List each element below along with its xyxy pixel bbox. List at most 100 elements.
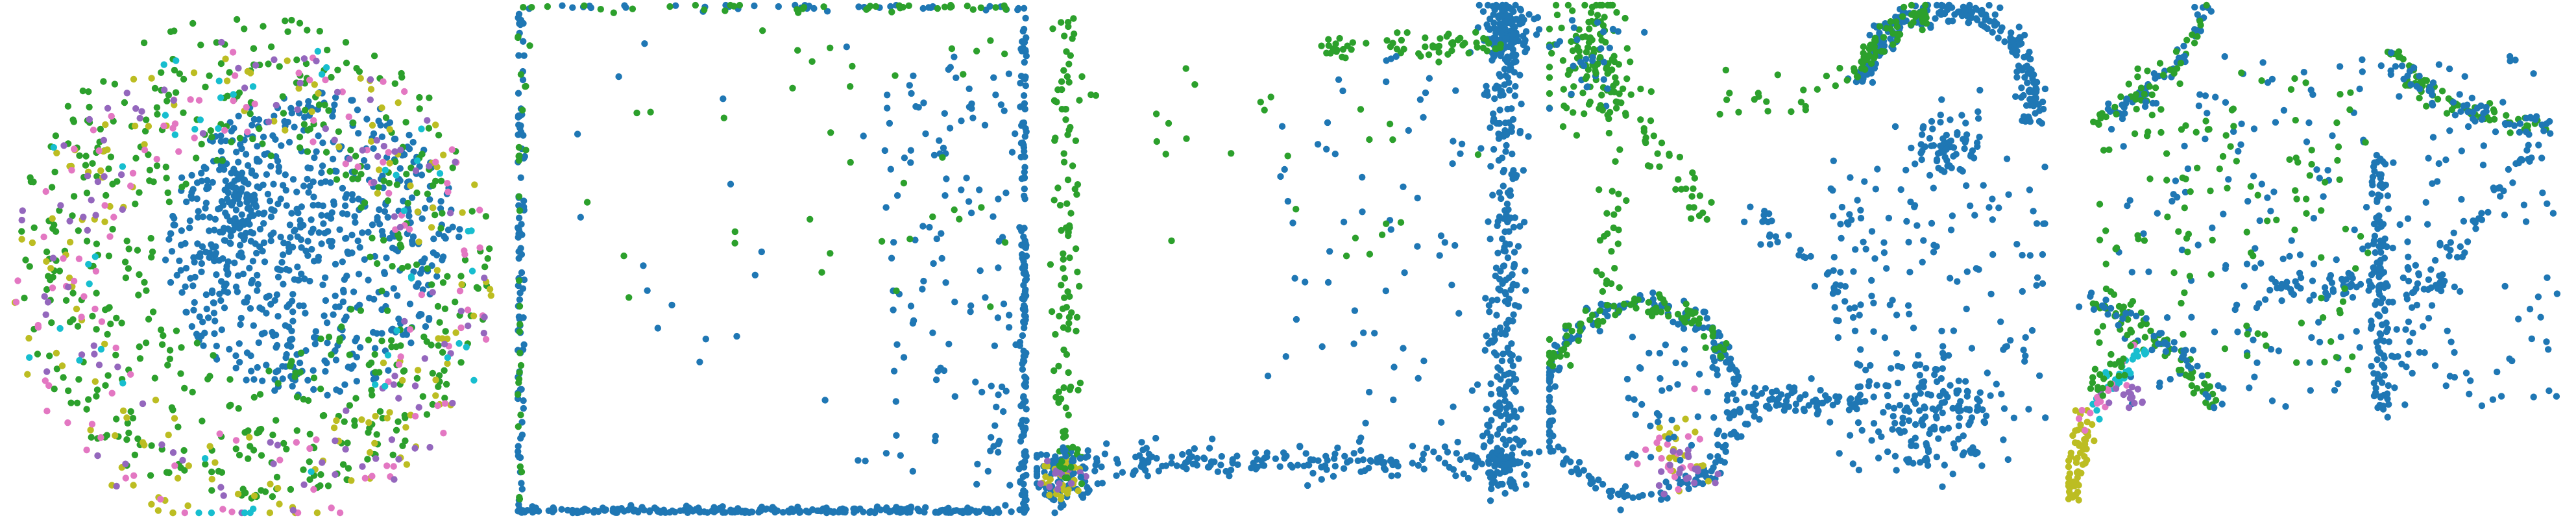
point <box>426 196 433 203</box>
point <box>1622 14 1629 22</box>
point <box>301 114 308 121</box>
point <box>1048 308 1056 315</box>
point <box>969 114 977 121</box>
point <box>1340 218 1348 226</box>
point <box>1067 123 1074 131</box>
point <box>101 173 108 180</box>
point <box>1965 19 1972 27</box>
point <box>189 19 197 27</box>
point <box>202 461 209 468</box>
point <box>367 138 375 145</box>
point <box>1546 90 1553 97</box>
point <box>66 238 74 246</box>
point <box>1500 166 1508 174</box>
point <box>1350 340 1357 347</box>
point <box>820 3 827 10</box>
series-blue <box>1736 375 1877 423</box>
point <box>324 482 332 489</box>
point <box>114 364 121 371</box>
point <box>1289 219 1296 227</box>
point <box>390 285 397 292</box>
point <box>720 114 727 121</box>
point <box>146 177 153 184</box>
point <box>1020 5 1028 12</box>
point <box>84 227 91 234</box>
point <box>1079 491 1087 499</box>
point <box>312 328 319 335</box>
point <box>188 195 196 202</box>
point <box>1051 509 1058 517</box>
point <box>1936 392 1943 400</box>
point <box>1889 413 1897 420</box>
point <box>1022 14 1029 22</box>
point <box>1405 127 1412 134</box>
point <box>1001 50 1008 58</box>
point <box>1937 119 1944 126</box>
point <box>342 235 349 242</box>
point <box>251 101 258 108</box>
point <box>62 297 70 304</box>
point <box>1950 144 1958 151</box>
point <box>1497 92 1504 99</box>
point <box>198 140 205 148</box>
point <box>1786 384 1793 391</box>
point <box>1684 433 1692 440</box>
point <box>1022 313 1029 320</box>
point <box>1899 414 1906 421</box>
point <box>888 8 895 16</box>
point <box>1022 125 1029 132</box>
point <box>136 189 143 196</box>
point <box>518 419 526 426</box>
point <box>198 260 205 267</box>
point <box>1479 8 1487 15</box>
point <box>400 367 408 375</box>
point <box>1502 148 1509 155</box>
point <box>2003 343 2011 350</box>
point <box>1606 108 1614 116</box>
point <box>1042 473 1049 480</box>
point <box>2015 23 2023 31</box>
point <box>345 250 352 257</box>
point <box>188 323 195 330</box>
point <box>1504 344 1511 352</box>
point <box>1574 36 1581 43</box>
point <box>1446 463 1453 471</box>
point <box>187 96 194 103</box>
point <box>244 162 252 169</box>
point <box>80 214 87 221</box>
point <box>2030 208 2037 215</box>
point <box>1614 240 1622 247</box>
point <box>365 336 372 343</box>
point <box>1060 150 1067 157</box>
point <box>847 83 854 90</box>
point <box>208 134 215 141</box>
point <box>1060 346 1067 354</box>
point <box>100 136 108 144</box>
point <box>365 419 372 426</box>
point <box>91 351 98 358</box>
point <box>1635 493 1643 500</box>
point <box>407 164 415 171</box>
point <box>49 215 56 222</box>
point <box>729 508 736 516</box>
point <box>349 196 356 204</box>
point <box>426 443 433 451</box>
point <box>1382 287 1389 295</box>
point <box>1620 301 1627 308</box>
point <box>378 288 385 295</box>
point <box>1522 36 1529 44</box>
point <box>1862 366 1869 374</box>
point <box>1021 174 1028 181</box>
point <box>320 220 327 227</box>
point <box>1834 334 1842 341</box>
point <box>1002 502 1009 509</box>
point <box>34 321 42 329</box>
point <box>302 310 309 317</box>
point <box>282 127 289 134</box>
point <box>271 117 278 125</box>
point <box>1608 248 1615 255</box>
point <box>304 148 311 155</box>
point <box>1850 268 1857 275</box>
point <box>42 377 49 384</box>
point <box>160 122 167 130</box>
